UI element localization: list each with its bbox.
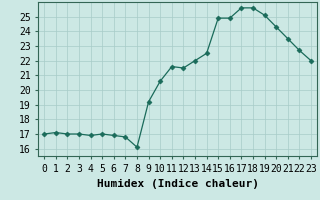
X-axis label: Humidex (Indice chaleur): Humidex (Indice chaleur) [97,179,259,189]
